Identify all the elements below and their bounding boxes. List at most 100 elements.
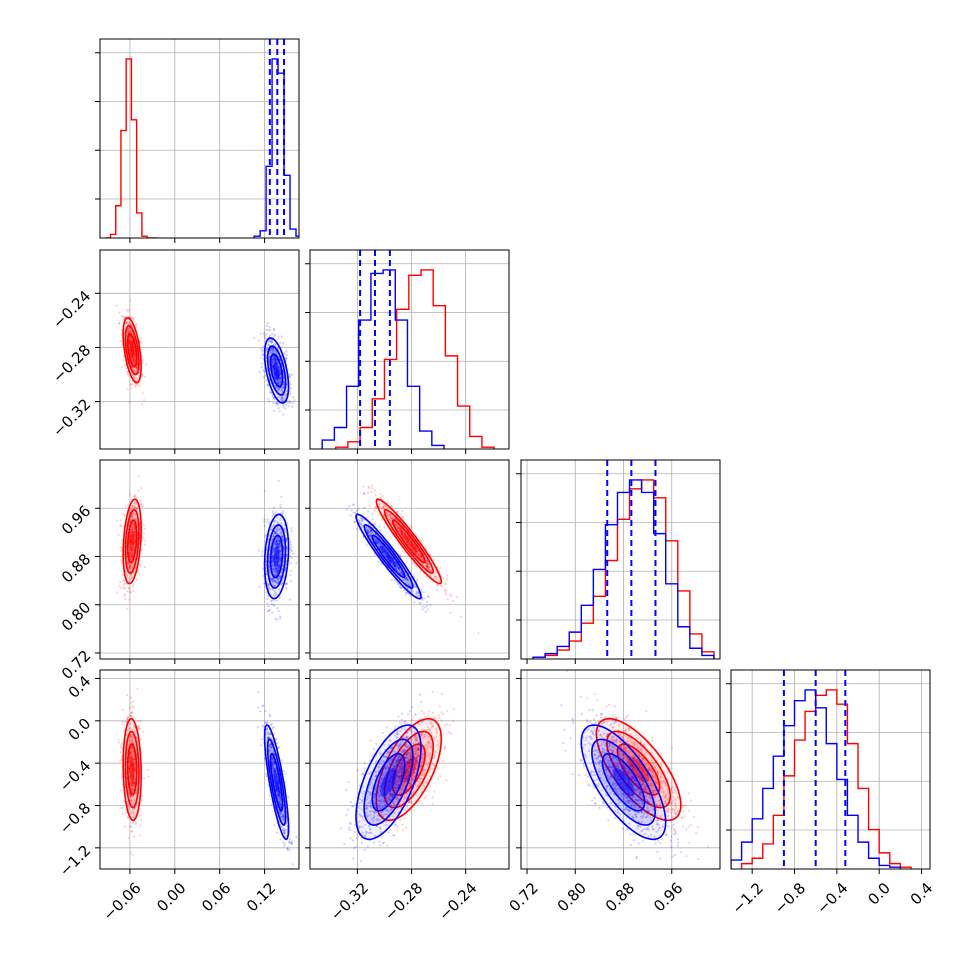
- scatter-point: [387, 515, 390, 518]
- scatter-point: [132, 505, 135, 508]
- scatter-point: [139, 824, 142, 827]
- scatter-point: [132, 751, 135, 754]
- scatter-point: [398, 569, 401, 572]
- scatter-point: [122, 586, 125, 589]
- scatter-point: [277, 335, 280, 338]
- scatter-point: [139, 818, 143, 822]
- scatter-point: [129, 531, 132, 534]
- scatter-point: [132, 753, 135, 756]
- scatter-point: [130, 783, 134, 786]
- scatter-point: [119, 751, 122, 754]
- scatter-point: [129, 331, 132, 334]
- scatter-point: [278, 369, 281, 372]
- scatter-point: [137, 720, 140, 723]
- scatter-point: [131, 522, 135, 526]
- scatter-point: [131, 516, 134, 519]
- scatter-point: [126, 332, 129, 335]
- scatter-point: [273, 604, 276, 607]
- scatter-point: [271, 525, 274, 528]
- scatter-point: [122, 358, 125, 362]
- scatter-point: [420, 598, 424, 601]
- scatter-point: [264, 560, 268, 563]
- scatter-point: [124, 321, 128, 325]
- scatter-point: [257, 549, 261, 552]
- scatter-point: [129, 337, 132, 340]
- scatter-point: [129, 751, 132, 754]
- scatter-point: [405, 578, 408, 581]
- scatter-point: [278, 563, 281, 566]
- scatter-point: [257, 339, 260, 342]
- scatter-point: [136, 687, 139, 691]
- scatter-point: [419, 557, 422, 560]
- histogram-panel-3: [516, 459, 721, 664]
- scatter-point: [383, 526, 386, 529]
- scatter-point: [284, 582, 288, 586]
- scatter-point: [278, 528, 281, 531]
- scatter-point: [275, 530, 278, 533]
- scatter-point: [408, 583, 411, 586]
- scatter-point: [366, 528, 370, 531]
- scatter-point: [134, 371, 137, 374]
- scatter-point: [280, 389, 283, 392]
- scatter-point: [369, 535, 373, 538]
- scatter-point: [402, 515, 405, 519]
- scatter-point: [129, 519, 132, 522]
- scatter-point: [405, 591, 408, 594]
- scatter-point: [282, 394, 285, 397]
- scatter-point: [275, 360, 278, 363]
- contour-series-1: [400, 530, 417, 552]
- scatter-point: [404, 593, 407, 596]
- scatter-point: [382, 545, 385, 548]
- scatter-point: [379, 497, 382, 500]
- scatter-point: [279, 372, 282, 376]
- scatter-point: [143, 527, 147, 530]
- scatter-point: [426, 608, 429, 611]
- scatter-point: [129, 567, 132, 571]
- scatter-point: [425, 547, 428, 550]
- scatter-point: [413, 585, 416, 588]
- scatter-point: [415, 551, 419, 554]
- scatter-point: [390, 517, 394, 520]
- scatter-point: [266, 583, 270, 586]
- scatter-point: [273, 568, 276, 572]
- scatter-point: [125, 367, 128, 370]
- scatter-point: [131, 813, 134, 816]
- scatter-point: [267, 609, 270, 612]
- scatter-point: [137, 489, 140, 492]
- scatter-point: [369, 529, 373, 532]
- scatter-point: [398, 529, 401, 532]
- scatter-point: [135, 367, 138, 370]
- scatter-point: [381, 505, 384, 508]
- scatter-point: [133, 514, 137, 517]
- scatter-point: [405, 578, 409, 582]
- scatter-point: [131, 711, 134, 714]
- scatter-point: [131, 551, 134, 554]
- scatter-point: [379, 544, 383, 547]
- scatter-point: [381, 544, 384, 547]
- scatter-point: [276, 402, 279, 405]
- scatter-point: [396, 564, 399, 568]
- scatter-point: [268, 350, 272, 353]
- scatter-point: [275, 543, 278, 547]
- scatter-point: [397, 527, 401, 530]
- scatter-point: [127, 563, 130, 566]
- scatter-point: [129, 590, 132, 594]
- scatter-point: [131, 728, 134, 731]
- scatter-point: [131, 854, 134, 857]
- scatter-point: [274, 567, 277, 570]
- scatter-point: [272, 350, 275, 353]
- scatter-point: [278, 558, 282, 561]
- scatter-point: [397, 566, 400, 569]
- scatter-point: [143, 399, 146, 402]
- scatter-point: [401, 515, 404, 518]
- scatter-point: [274, 384, 277, 387]
- scatter-point: [274, 574, 277, 577]
- scatter-point: [283, 527, 286, 530]
- scatter-point: [282, 381, 286, 384]
- scatter-point: [131, 373, 134, 376]
- scatter-point: [272, 578, 276, 581]
- scatter-point: [123, 594, 126, 598]
- scatter-point: [272, 355, 275, 358]
- scatter-point: [277, 528, 281, 531]
- scatter-point: [129, 555, 132, 558]
